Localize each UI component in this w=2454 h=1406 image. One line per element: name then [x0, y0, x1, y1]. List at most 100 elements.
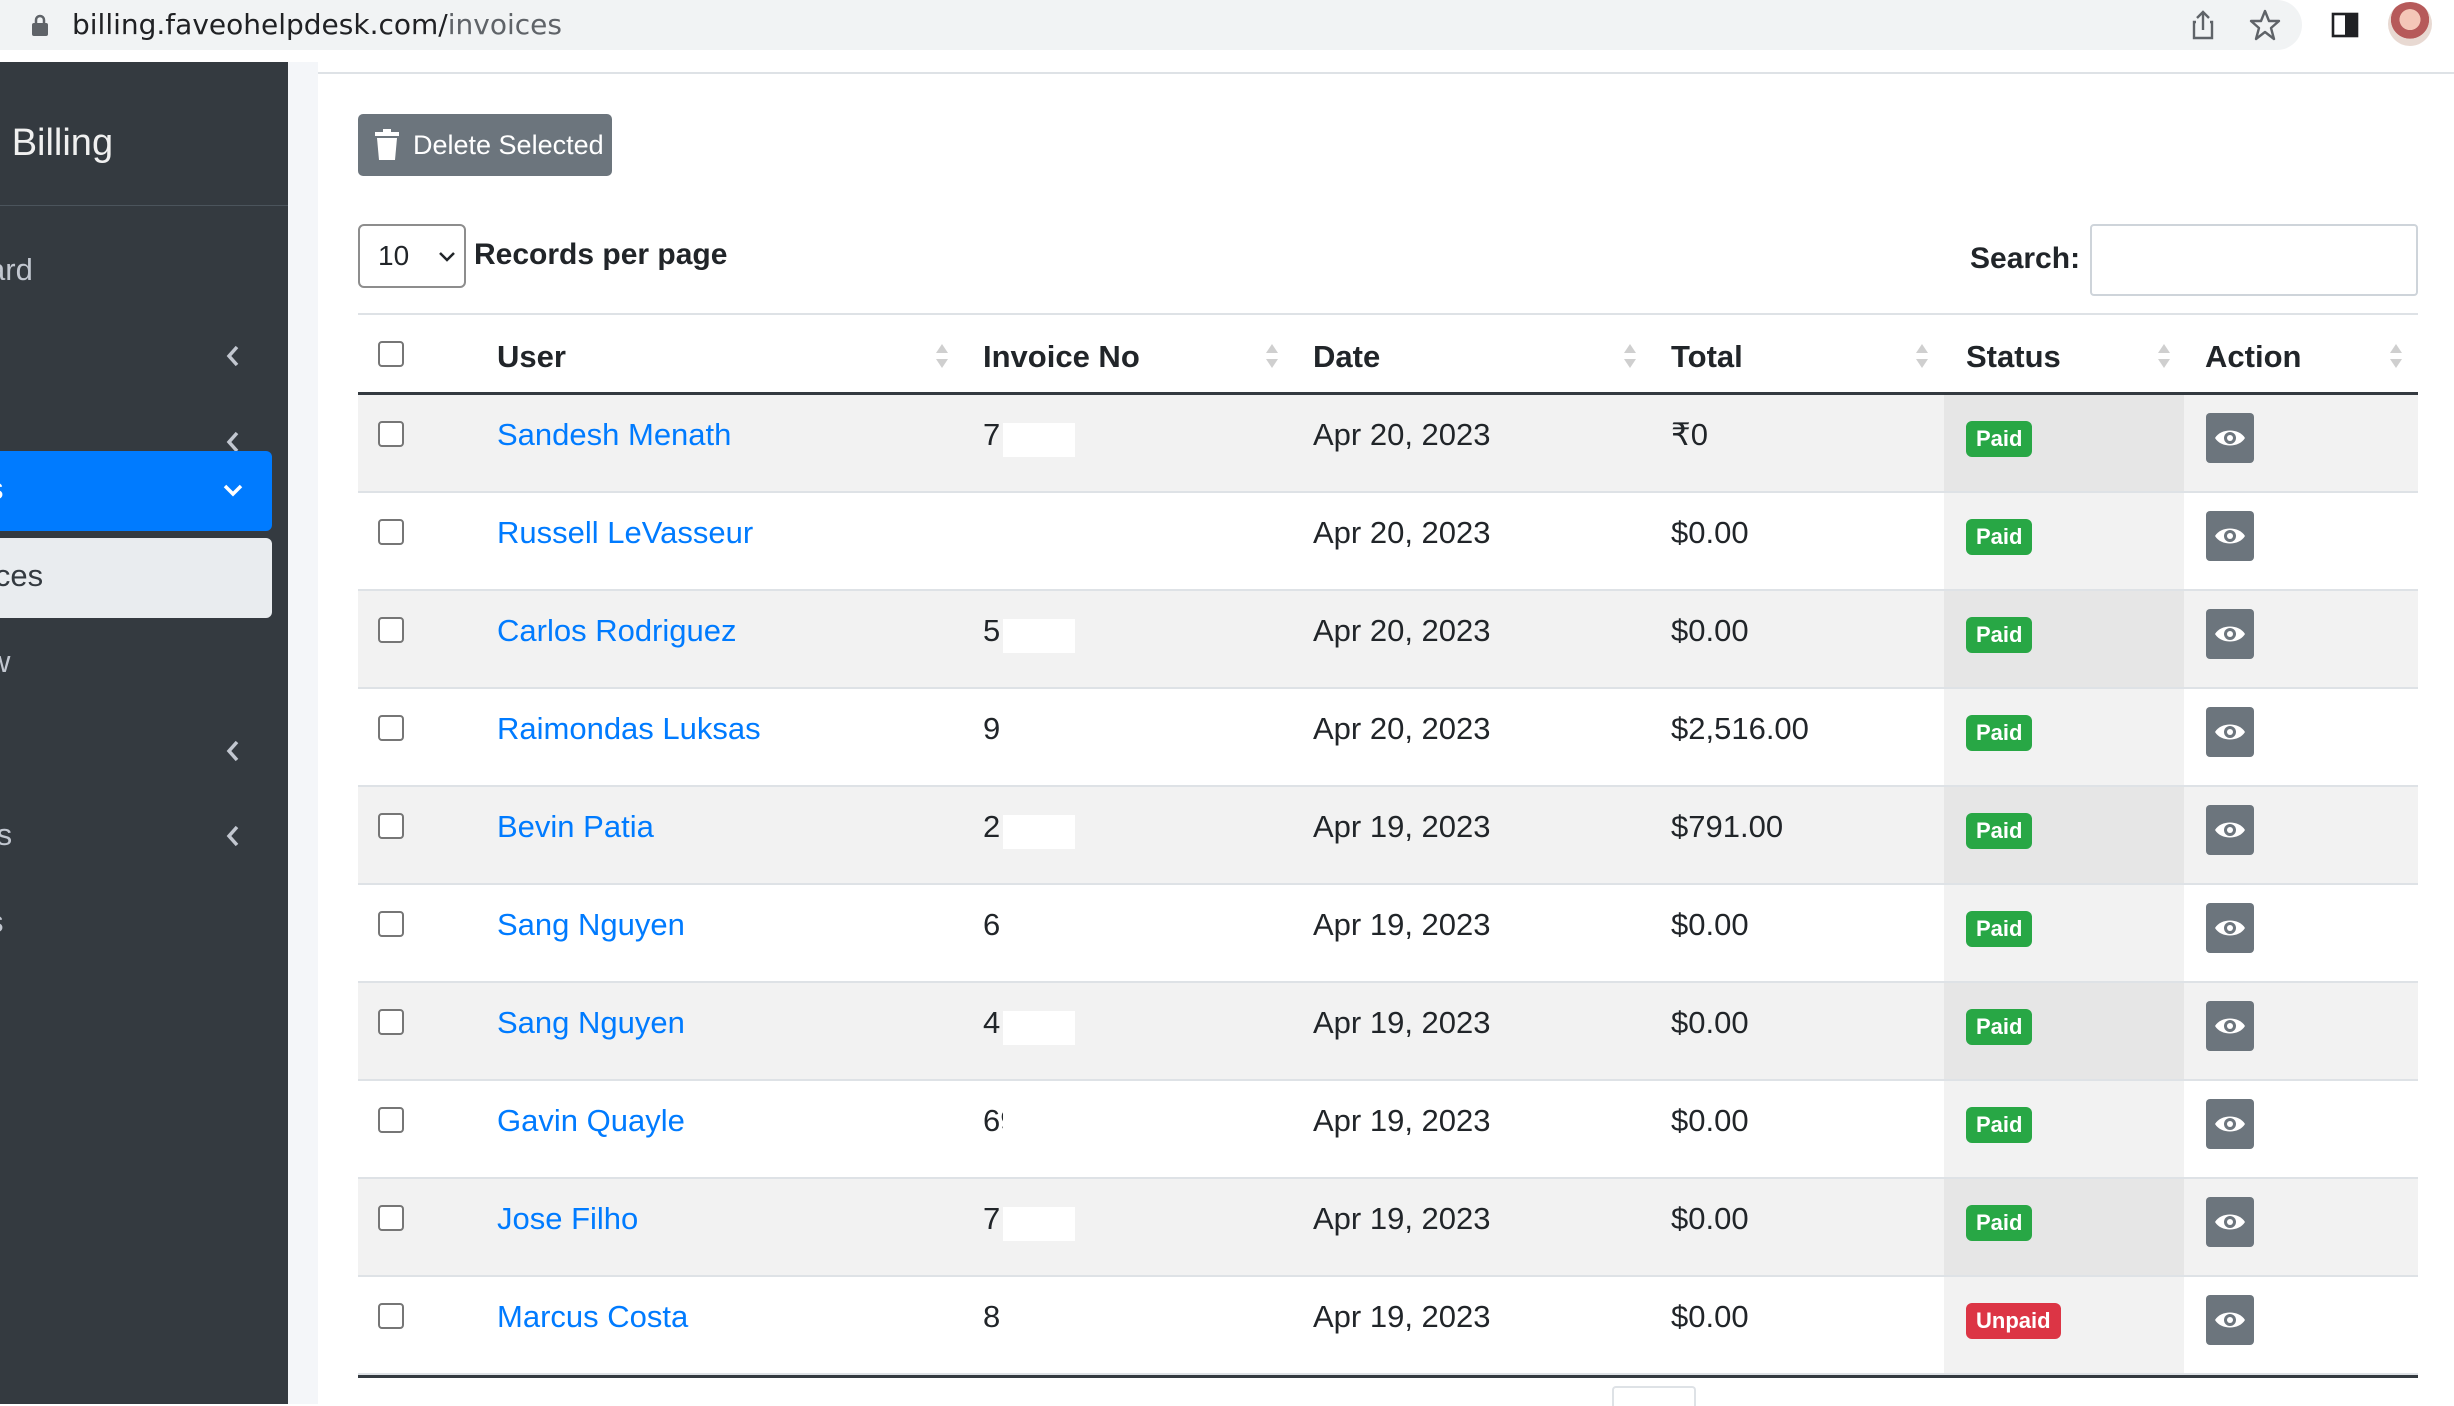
sort-icon[interactable] — [1914, 341, 1930, 371]
sidebar-item-6[interactable]: w — [0, 624, 272, 704]
user-link[interactable]: Gavin Quayle — [497, 1103, 685, 1138]
chevron-left-icon — [226, 431, 239, 453]
brand-text: o Billing — [0, 122, 114, 164]
row-checkbox[interactable] — [378, 1303, 404, 1329]
url-text[interactable]: billing.faveohelpdesk.com/invoices — [72, 8, 562, 42]
user-link[interactable]: Carlos Rodriguez — [497, 613, 737, 648]
sidebar-item-label: ard — [0, 252, 33, 287]
redacted-area — [1003, 913, 1075, 947]
view-invoice-button[interactable] — [2206, 903, 2254, 953]
view-invoice-button[interactable] — [2206, 1197, 2254, 1247]
url-host: billing.faveohelpdesk.com/ — [72, 8, 448, 41]
trash-icon — [375, 129, 399, 160]
sidebar-item-2[interactable] — [0, 317, 272, 397]
sidebar-item-label: ices — [0, 558, 44, 593]
select-all-checkbox[interactable] — [378, 341, 404, 367]
address-bar[interactable]: billing.faveohelpdesk.com/invoices — [0, 0, 2302, 50]
card-top-border — [318, 72, 2454, 74]
row-checkbox[interactable] — [378, 519, 404, 545]
user-link[interactable]: Jose Filho — [497, 1201, 639, 1236]
invoice-number: 7 — [983, 1201, 1001, 1236]
sidebar-item-dashboard[interactable]: ard — [0, 232, 272, 312]
user-link[interactable]: Russell LeVasseur — [497, 515, 754, 550]
redacted-area — [1003, 1207, 1075, 1241]
view-invoice-button[interactable] — [2206, 707, 2254, 757]
sort-icon[interactable] — [1264, 341, 1280, 371]
brand[interactable]: o Billing — [0, 92, 288, 206]
status-badge: Paid — [1966, 519, 2033, 555]
view-invoice-button[interactable] — [2206, 1001, 2254, 1051]
user-link[interactable]: Raimondas Luksas — [497, 711, 761, 746]
sidebar-item-8[interactable]: ts — [0, 797, 272, 877]
status-badge: Paid — [1966, 1009, 2033, 1045]
eye-icon — [2215, 822, 2245, 838]
sidebar-item-9[interactable]: s — [0, 884, 272, 964]
view-invoice-button[interactable] — [2206, 805, 2254, 855]
column-header-total[interactable]: Total — [1671, 339, 1743, 374]
pagination-button[interactable] — [1612, 1386, 1696, 1406]
row-checkbox[interactable] — [378, 911, 404, 937]
eye-icon — [2215, 528, 2245, 544]
redacted-area — [1003, 1305, 1075, 1339]
row-checkbox[interactable] — [378, 1205, 404, 1231]
status-badge: Paid — [1966, 813, 2033, 849]
column-header-invoice-no[interactable]: Invoice No — [983, 339, 1140, 374]
invoice-number: 5 — [983, 613, 1001, 648]
table-row: Paid Sang Nguyen 4 Apr 19, 2023 $0.00 — [358, 983, 2418, 1081]
invoice-date: Apr 19, 2023 — [1313, 809, 1491, 844]
sidebar-item-7[interactable] — [0, 712, 272, 792]
chevron-down-icon — [439, 252, 455, 262]
invoice-total: ₹0 — [1671, 417, 1708, 452]
invoice-date: Apr 20, 2023 — [1313, 711, 1491, 746]
user-link[interactable]: Marcus Costa — [497, 1299, 689, 1334]
user-link[interactable]: Sandesh Menath — [497, 417, 732, 452]
row-checkbox[interactable] — [378, 617, 404, 643]
column-header-status[interactable]: Status — [1966, 339, 2061, 374]
table-row: Paid Russell LeVasseur Apr 20, 2023 $0.00 — [358, 493, 2418, 591]
view-invoice-button[interactable] — [2206, 413, 2254, 463]
eye-icon — [2215, 920, 2245, 936]
invoice-total: $0.00 — [1671, 907, 1749, 942]
column-header-date[interactable]: Date — [1313, 339, 1381, 374]
eye-icon — [2215, 1018, 2245, 1034]
eye-icon — [2215, 724, 2245, 740]
star-icon[interactable] — [2248, 8, 2282, 42]
column-header-action[interactable]: Action — [2205, 339, 2302, 374]
delete-selected-button[interactable]: Delete Selected — [358, 114, 612, 176]
sidebar-item-invoices-group[interactable]: s — [0, 451, 272, 531]
user-link[interactable]: Sang Nguyen — [497, 1005, 685, 1040]
content-gutter — [288, 62, 318, 1404]
row-checkbox[interactable] — [378, 1107, 404, 1133]
sidebar-item-invoices[interactable]: ices — [0, 538, 272, 618]
row-checkbox[interactable] — [378, 421, 404, 447]
records-per-page-select[interactable]: 10 — [358, 224, 466, 288]
view-invoice-button[interactable] — [2206, 609, 2254, 659]
side-panel-icon[interactable] — [2326, 6, 2364, 44]
status-cell: Paid — [1944, 1081, 2184, 1177]
view-invoice-button[interactable] — [2206, 1099, 2254, 1149]
row-checkbox[interactable] — [378, 813, 404, 839]
browser-toolbar: billing.faveohelpdesk.com/invoices — [0, 0, 2454, 62]
sidebar-item-3[interactable] — [0, 403, 272, 483]
delete-selected-label: Delete Selected — [413, 130, 604, 160]
view-invoice-button[interactable] — [2206, 1295, 2254, 1345]
view-invoice-button[interactable] — [2206, 511, 2254, 561]
sort-icon[interactable] — [2156, 341, 2172, 371]
sidebar: o Billing ard s ices w ts s — [0, 62, 288, 1404]
sidebar-item-label: w — [0, 644, 10, 680]
table-row: Paid Bevin Patia 2 Apr 19, 2023 $791.00 — [358, 787, 2418, 885]
row-checkbox[interactable] — [378, 1009, 404, 1035]
share-icon[interactable] — [2186, 8, 2220, 42]
chevron-left-icon — [226, 740, 239, 762]
sort-icon[interactable] — [2388, 341, 2404, 371]
table-bottom-border — [358, 1375, 2418, 1378]
sort-icon[interactable] — [1622, 341, 1638, 371]
user-link[interactable]: Sang Nguyen — [497, 907, 685, 942]
records-per-page-value: 10 — [378, 240, 410, 271]
search-input[interactable] — [2090, 224, 2418, 296]
profile-avatar[interactable] — [2388, 2, 2432, 46]
row-checkbox[interactable] — [378, 715, 404, 741]
sort-icon[interactable] — [934, 341, 950, 371]
column-header-user[interactable]: User — [497, 339, 566, 374]
user-link[interactable]: Bevin Patia — [497, 809, 654, 844]
